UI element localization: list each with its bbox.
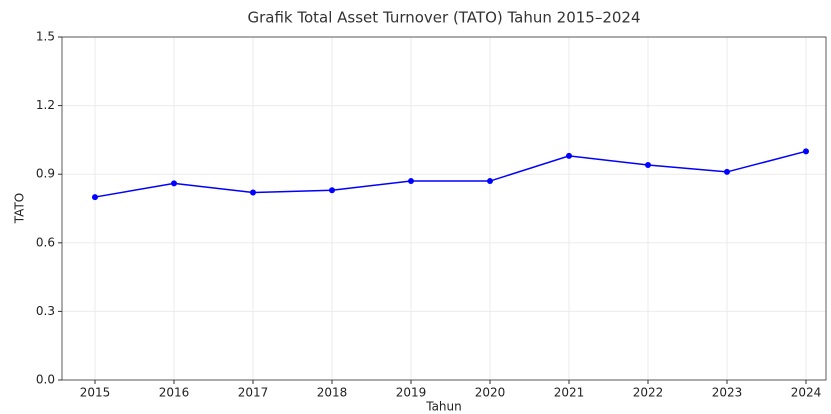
x-tick-label: 2020 (475, 386, 506, 400)
point (724, 168, 730, 175)
x-tick-label: 2019 (396, 386, 427, 400)
point (487, 178, 493, 185)
y-tick-label: 0.0 (36, 373, 55, 387)
line (94, 150, 807, 198)
y-axis-label: TATO (13, 193, 27, 224)
point (408, 178, 414, 185)
x-tick-label: 2024 (791, 386, 822, 400)
x-tick-label: 2018 (317, 386, 348, 400)
y-tick-label: 1.2 (36, 98, 55, 112)
y-tick-label: 0.9 (36, 167, 55, 181)
chart-title: Grafik Total Asset Turnover (TATO) Tahun… (247, 9, 640, 27)
x-tick-label: 2022 (633, 386, 664, 400)
x-tick-label: 2016 (159, 386, 190, 400)
point (250, 189, 256, 196)
y-tick-label: 0.6 (36, 235, 55, 249)
point (171, 180, 177, 187)
y-tick-label: 1.5 (36, 30, 55, 44)
x-tick-label: 2015 (80, 386, 111, 400)
point (329, 187, 335, 194)
point (803, 148, 809, 155)
x-tick-label: 2023 (712, 386, 743, 400)
point (566, 152, 572, 159)
point (645, 162, 651, 169)
point (92, 194, 98, 201)
x-tick-label: 2017 (238, 386, 269, 400)
x-axis-label: Tahun (425, 400, 462, 414)
y-tick-label: 0.3 (36, 304, 55, 318)
x-tick-label: 2021 (554, 386, 585, 400)
plot-frame (61, 36, 827, 381)
